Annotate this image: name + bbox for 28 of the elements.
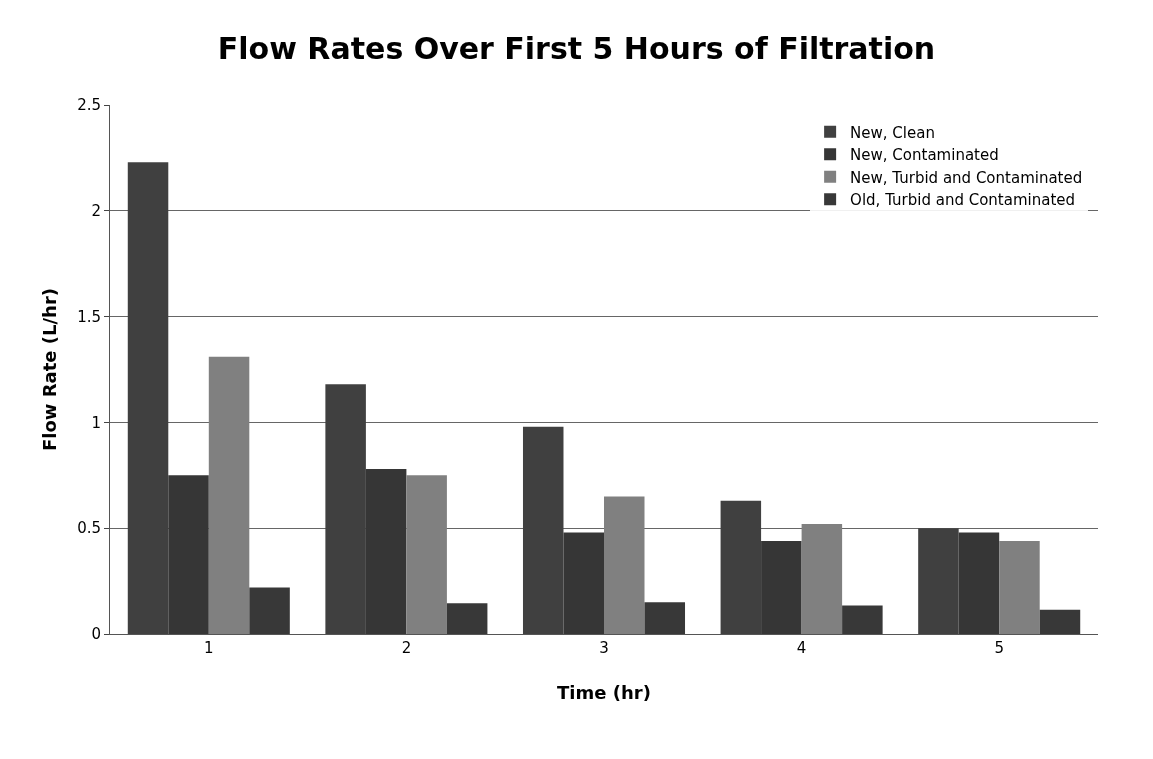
- x-tick-label: 2: [401, 639, 412, 657]
- bar: [999, 540, 1040, 634]
- bar: [208, 356, 250, 634]
- chart-title: Flow Rates Over First 5 Hours of Filtration: [217, 30, 936, 66]
- legend-label: Old, Turbid and Contaminated: [850, 191, 1076, 210]
- x-tick-label: 4: [796, 639, 807, 657]
- bar: [1039, 609, 1081, 634]
- x-tick-label: 1: [204, 639, 214, 657]
- y-tick-label: 1: [91, 413, 101, 432]
- legend-label: New, Clean: [850, 123, 935, 142]
- bar: [249, 587, 290, 634]
- x-tick-label: 5: [994, 639, 1004, 657]
- y-tick-label: 0.5: [77, 519, 101, 538]
- y-axis-title: Flow Rate (L/hr): [39, 287, 61, 452]
- bar: [801, 523, 843, 634]
- bar: [446, 603, 488, 634]
- legend-label: New, Turbid and Contaminated: [850, 168, 1083, 187]
- bar: [406, 475, 447, 634]
- bar: [604, 496, 645, 634]
- legend-label: New, Contaminated: [850, 146, 999, 165]
- x-tick-label: 3: [599, 639, 609, 657]
- y-tick-label: 2.5: [77, 96, 101, 115]
- bar: [842, 605, 883, 634]
- y-tick-label: 1.5: [77, 307, 101, 326]
- y-tick-label: 2: [91, 202, 101, 221]
- x-axis-title: Time (hr): [557, 682, 651, 704]
- y-tick-label: 0: [91, 625, 101, 644]
- bar: [644, 602, 686, 634]
